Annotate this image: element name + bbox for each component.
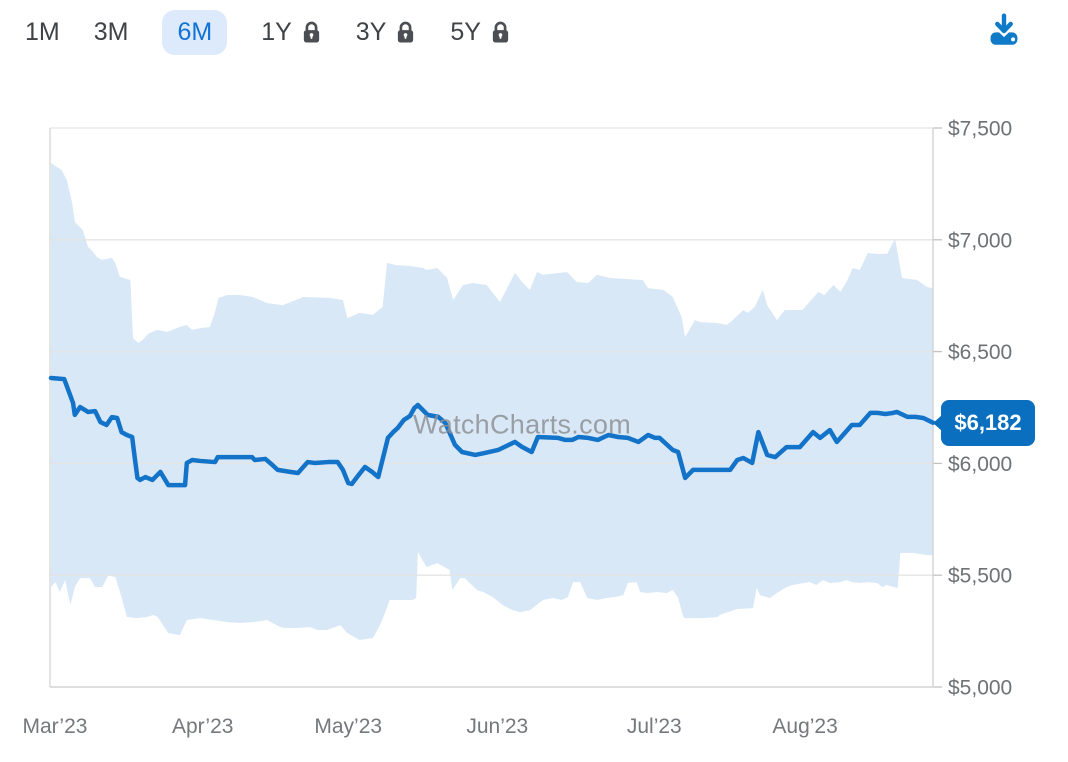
lock-icon bbox=[492, 21, 509, 43]
y-axis-label: $7,500 bbox=[948, 118, 1012, 141]
x-axis-labels: Mar’23 Apr’23 May’23 Jun’23 Jul’23 Aug’23 bbox=[22, 715, 837, 738]
download-icon bbox=[990, 13, 1018, 45]
x-axis-label: May’23 bbox=[314, 715, 382, 738]
range-band-area bbox=[51, 163, 933, 641]
y-axis-label: $5,500 bbox=[948, 565, 1012, 588]
x-axis-label: Aug’23 bbox=[772, 715, 837, 738]
range-button-6m[interactable]: 6M bbox=[162, 9, 228, 55]
y-axis-label: $6,000 bbox=[948, 453, 1012, 476]
range-button-1m[interactable]: 1M bbox=[25, 17, 60, 46]
y-axis-labels: $7,500 $7,000 $6,500 $6,000 $5,500 $5,000 bbox=[948, 118, 1012, 700]
lock-icon bbox=[303, 21, 319, 43]
y-axis-label: $6,500 bbox=[948, 341, 1012, 364]
y-axis-label: $7,000 bbox=[948, 229, 1012, 252]
gridlines bbox=[50, 127, 942, 688]
range-button-3y-label: 3Y bbox=[355, 17, 387, 46]
lock-icon bbox=[398, 21, 414, 43]
axis-lines bbox=[49, 128, 934, 687]
x-axis-label: Jul’23 bbox=[627, 715, 682, 738]
download-button[interactable] bbox=[984, 10, 1024, 52]
range-button-1y[interactable]: 1Y bbox=[261, 17, 322, 46]
range-button-5y[interactable]: 5Y bbox=[450, 17, 511, 46]
current-price-badge: $6,182 bbox=[941, 400, 1035, 446]
x-axis-label: Jun’23 bbox=[466, 715, 528, 738]
y-axis-label: $5,000 bbox=[948, 677, 1012, 700]
range-band bbox=[51, 163, 933, 641]
x-axis-label: Mar’23 bbox=[22, 715, 87, 738]
range-button-5y-label: 5Y bbox=[450, 17, 481, 46]
x-axis-label: Apr’23 bbox=[172, 715, 233, 738]
range-button-1y-label: 1Y bbox=[261, 17, 292, 46]
range-button-3m[interactable]: 3M bbox=[93, 17, 129, 46]
price-line-path bbox=[48, 375, 936, 488]
price-line bbox=[48, 375, 936, 488]
range-button-3y[interactable]: 3Y bbox=[355, 17, 417, 46]
range-selector: 1M 3M 6M 1Y 3Y 5Y bbox=[0, 0, 1068, 64]
